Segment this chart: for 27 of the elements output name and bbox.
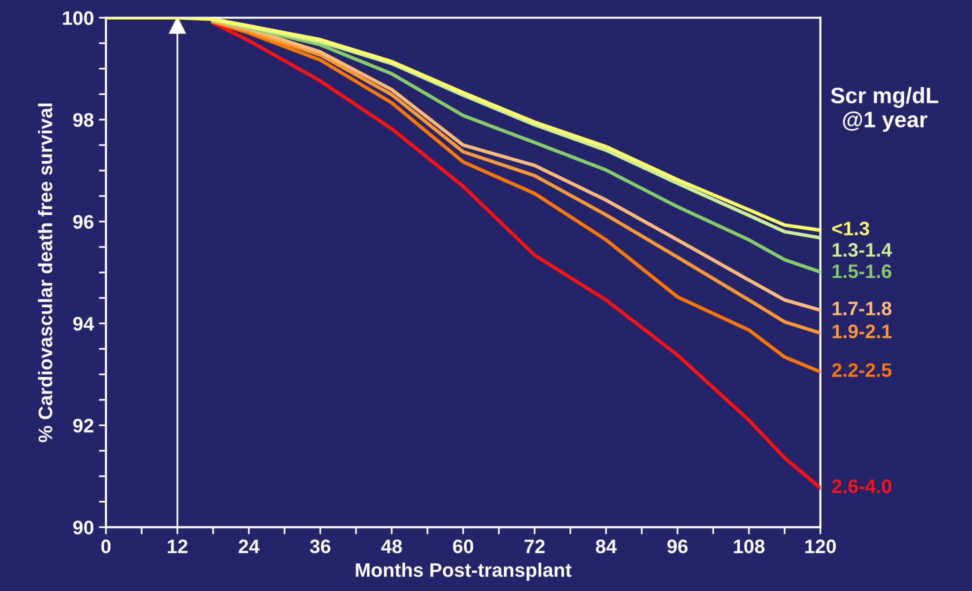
x-tick-label: 48 [381,539,402,554]
x-axis-title: Months Post-transplant [356,562,572,581]
y-tick-label: 100 [62,11,94,25]
x-tick-label: 108 [734,539,765,554]
series-label: 1.5-1.6 [832,264,892,278]
series-label: <1.3 [832,222,870,236]
y-tick-label: 98 [73,113,94,127]
x-tick-label: 72 [524,539,545,554]
series-label: 2.2-2.5 [832,363,892,378]
y-tick-label: 92 [73,418,94,433]
x-tick-label: 36 [310,539,330,554]
series-label: 2.6-4.0 [832,479,892,494]
x-tick-label: 0 [101,539,111,554]
y-axis-title: % Cardiovascular death free survival [38,104,52,442]
series-label: 1.9-2.1 [832,324,892,338]
x-tick-label: 84 [596,539,617,554]
x-tick-label: 96 [667,539,688,554]
x-tick-label: 24 [238,539,260,554]
x-tick-label: 60 [453,539,474,554]
series-label: 1.7-1.8 [832,302,892,316]
x-tick-label: 120 [805,539,836,554]
series-label: 1.3-1.4 [832,243,892,257]
y-tick-label: 94 [73,316,94,331]
legend-title: Scr mg/dL @1 year [830,87,938,132]
x-tick-label: 12 [168,539,188,554]
y-tick-label: 90 [73,520,94,534]
y-tick-label: 96 [73,214,94,229]
